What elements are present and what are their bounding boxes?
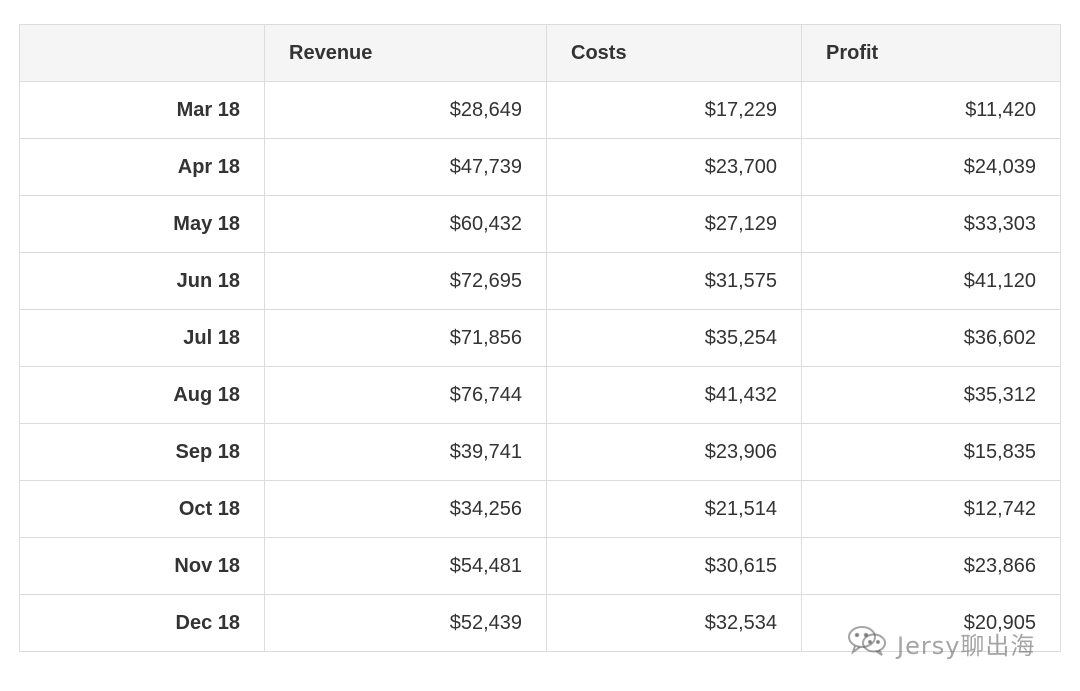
costs-cell: $31,575 — [546, 252, 802, 310]
revenue-cell: $39,741 — [264, 423, 547, 481]
header-profit: Profit — [801, 24, 1061, 82]
table-row: May 18 $60,432 $27,129 $33,303 — [19, 195, 1061, 253]
table-row: Oct 18 $34,256 $21,514 $12,742 — [19, 480, 1061, 538]
profit-cell: $11,420 — [801, 81, 1061, 139]
row-label: Dec 18 — [19, 594, 265, 652]
row-label: Oct 18 — [19, 480, 265, 538]
profit-cell: $41,120 — [801, 252, 1061, 310]
profit-cell: $33,303 — [801, 195, 1061, 253]
costs-cell: $23,700 — [546, 138, 802, 196]
row-label: Jun 18 — [19, 252, 265, 310]
revenue-cell: $76,744 — [264, 366, 547, 424]
header-revenue: Revenue — [264, 24, 547, 82]
row-label: Sep 18 — [19, 423, 265, 481]
table-row: Aug 18 $76,744 $41,432 $35,312 — [19, 366, 1061, 424]
profit-cell: $20,905 — [801, 594, 1061, 652]
row-label: Mar 18 — [19, 81, 265, 139]
profit-cell: $36,602 — [801, 309, 1061, 367]
table-body: Mar 18 $28,649 $17,229 $11,420 Apr 18 $4… — [19, 81, 1061, 652]
costs-cell: $27,129 — [546, 195, 802, 253]
header-costs: Costs — [546, 24, 802, 82]
profit-cell: $12,742 — [801, 480, 1061, 538]
header-row: Revenue Costs Profit — [19, 24, 1061, 82]
profit-cell: $24,039 — [801, 138, 1061, 196]
revenue-cell: $34,256 — [264, 480, 547, 538]
table-row: Apr 18 $47,739 $23,700 $24,039 — [19, 138, 1061, 196]
costs-cell: $17,229 — [546, 81, 802, 139]
profit-cell: $35,312 — [801, 366, 1061, 424]
profit-cell: $15,835 — [801, 423, 1061, 481]
row-label: May 18 — [19, 195, 265, 253]
costs-cell: $35,254 — [546, 309, 802, 367]
revenue-cell: $72,695 — [264, 252, 547, 310]
row-label: Jul 18 — [19, 309, 265, 367]
costs-cell: $41,432 — [546, 366, 802, 424]
revenue-cell: $52,439 — [264, 594, 547, 652]
costs-cell: $23,906 — [546, 423, 802, 481]
row-label: Nov 18 — [19, 537, 265, 595]
revenue-cell: $54,481 — [264, 537, 547, 595]
revenue-cell: $60,432 — [264, 195, 547, 253]
table-row: Jul 18 $71,856 $35,254 $36,602 — [19, 309, 1061, 367]
costs-cell: $32,534 — [546, 594, 802, 652]
costs-cell: $21,514 — [546, 480, 802, 538]
revenue-cell: $47,739 — [264, 138, 547, 196]
revenue-cell: $28,649 — [264, 81, 547, 139]
table-row: Sep 18 $39,741 $23,906 $15,835 — [19, 423, 1061, 481]
table-row: Dec 18 $52,439 $32,534 $20,905 — [19, 594, 1061, 652]
financial-table: Revenue Costs Profit Mar 18 $28,649 $17,… — [19, 24, 1061, 652]
revenue-cell: $71,856 — [264, 309, 547, 367]
table-header: Revenue Costs Profit — [19, 24, 1061, 82]
profit-cell: $23,866 — [801, 537, 1061, 595]
table-row: Jun 18 $72,695 $31,575 $41,120 — [19, 252, 1061, 310]
table-row: Mar 18 $28,649 $17,229 $11,420 — [19, 81, 1061, 139]
row-label: Apr 18 — [19, 138, 265, 196]
costs-cell: $30,615 — [546, 537, 802, 595]
header-corner-cell — [19, 24, 265, 82]
row-label: Aug 18 — [19, 366, 265, 424]
table-row: Nov 18 $54,481 $30,615 $23,866 — [19, 537, 1061, 595]
